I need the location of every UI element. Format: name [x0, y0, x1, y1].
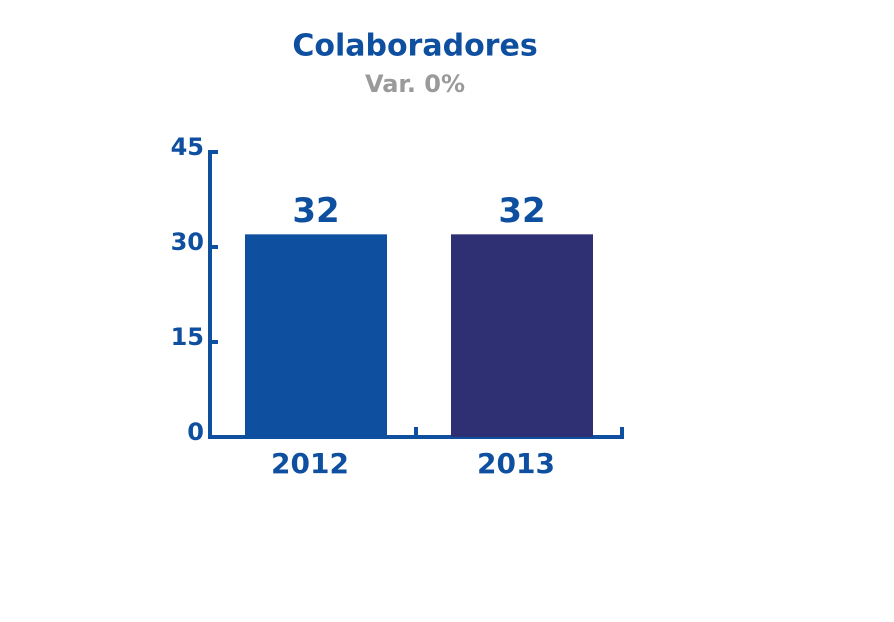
chart-subtitle: Var. 0%	[365, 70, 465, 98]
chart-title: Colaboradores	[292, 29, 537, 64]
y-tick-label: 45	[171, 133, 204, 161]
value-label: 32	[498, 191, 545, 231]
y-tick-label: 30	[171, 228, 204, 256]
value-label: 32	[292, 191, 339, 231]
x-tick-label: 2012	[271, 447, 349, 480]
y-tick-label: 0	[187, 418, 204, 446]
bar	[451, 234, 593, 437]
x-tick-label: 2013	[477, 447, 555, 480]
bar	[245, 234, 387, 437]
y-tick-label: 15	[171, 323, 204, 351]
